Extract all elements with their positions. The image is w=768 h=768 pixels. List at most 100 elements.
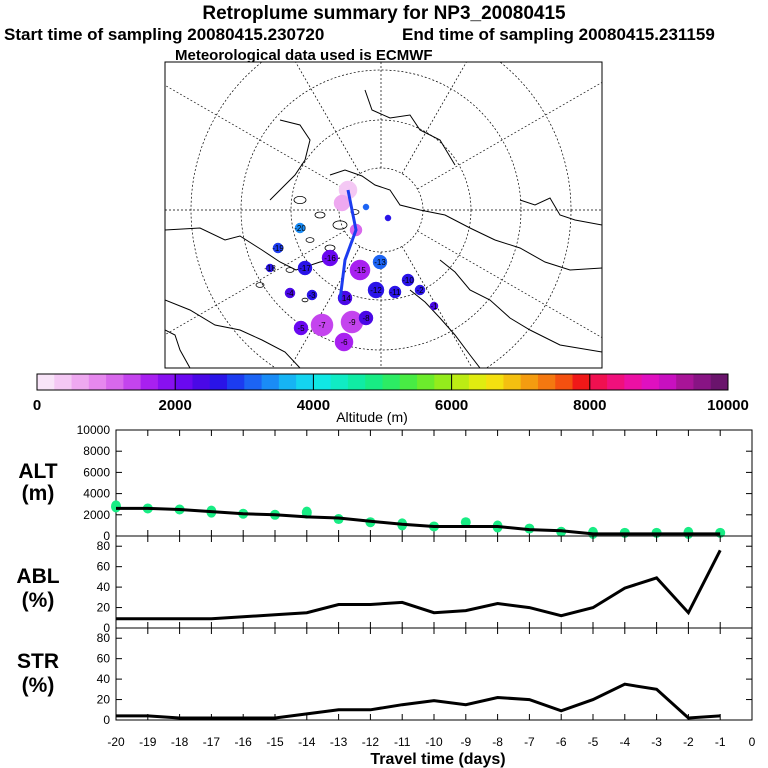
- colorbar-swatch: [37, 374, 55, 390]
- coastline: [165, 299, 301, 368]
- plume-day-label: -1: [430, 302, 438, 311]
- colorbar-swatch: [676, 374, 694, 390]
- colorbar-tick-label: 2000: [159, 397, 192, 414]
- plume-day-label: -6: [340, 338, 348, 347]
- colorbar-swatch: [399, 374, 418, 390]
- colorbar-swatch: [693, 374, 712, 390]
- alt-panel-frame: [115, 429, 753, 537]
- plume-day-label: -17: [299, 264, 311, 273]
- coastline: [165, 227, 341, 271]
- plume-day-label: -16: [324, 254, 336, 263]
- plume-point: [358, 310, 374, 326]
- colorbar-swatch: [330, 374, 349, 390]
- altitude-colorbar: 0 2000 4000 6000 8000 10000: [33, 373, 749, 414]
- coastline: [439, 259, 602, 353]
- plume-point: [293, 320, 309, 336]
- plume-day-label: -13: [374, 258, 386, 267]
- island-outline: [314, 211, 326, 219]
- str-ytick-label: 60: [97, 652, 111, 666]
- alt-ytick-label: 10000: [77, 423, 111, 437]
- colorbar-swatch: [589, 374, 608, 390]
- start-time-label: Start time of sampling 20080415.230720: [4, 25, 325, 44]
- colorbar-swatch: [451, 374, 470, 390]
- plume-point: [384, 214, 392, 222]
- abl-series-line: [116, 549, 722, 621]
- abl-ytick-label: 0: [103, 621, 110, 635]
- plume-point: [372, 254, 388, 270]
- colorbar-tick-label: 8000: [573, 397, 606, 414]
- island-outline: [293, 195, 307, 204]
- x-axis-label: Travel time (days): [370, 751, 505, 768]
- x-tick-label: -20: [107, 735, 125, 749]
- x-tick-label: -2: [683, 735, 694, 749]
- colorbar-swatch: [503, 374, 522, 390]
- x-tick-label: -3: [651, 735, 662, 749]
- plume-day-label: -8: [362, 314, 370, 323]
- x-tick-label: -18: [171, 735, 189, 749]
- plume-day-label: -10: [402, 276, 414, 285]
- x-tick-label: -13: [330, 735, 348, 749]
- plume-day-label: -2: [416, 286, 424, 295]
- plume-point: [362, 203, 370, 211]
- plume-point: [414, 284, 426, 296]
- colorbar-swatch: [54, 374, 73, 390]
- plume-point: [401, 273, 415, 287]
- alt-marker: [111, 500, 121, 513]
- colorbar-swatch: [192, 374, 211, 390]
- x-tick-label: -5: [588, 735, 599, 749]
- plume-point: [321, 249, 339, 267]
- plume-day-label: -9: [348, 318, 356, 327]
- coastline: [364, 89, 456, 166]
- colorbar-swatch: [106, 374, 124, 390]
- colorbar-swatch: [468, 374, 487, 390]
- alt-ytick-label: 6000: [83, 465, 110, 479]
- str-ylabel-top: STR: [17, 650, 59, 673]
- colorbar-swatch: [209, 374, 228, 390]
- plume-point: [272, 242, 284, 254]
- colorbar-swatch: [313, 374, 332, 390]
- end-time-label: End time of sampling 20080415.231159: [402, 25, 715, 44]
- plume-point: [429, 301, 439, 311]
- x-tick-label: -6: [556, 735, 567, 749]
- coastline: [329, 169, 496, 241]
- colorbar-swatch: [175, 374, 193, 390]
- colorbar-swatch: [71, 374, 90, 390]
- island-outline: [255, 282, 265, 288]
- colorbar-swatch: [261, 374, 280, 390]
- str-ytick-label: 0: [103, 713, 110, 727]
- abl-ylabel-top: ABL: [16, 565, 59, 588]
- str-panel-frame: [115, 627, 753, 721]
- coastline: [269, 119, 311, 201]
- colorbar-tick-label: 6000: [435, 397, 468, 414]
- x-tick-label: -15: [266, 735, 284, 749]
- plume-day-label: -20: [294, 224, 306, 233]
- alt-ylabel-bottom: (m): [22, 482, 55, 505]
- colorbar-label: Altitude (m): [336, 409, 408, 425]
- colorbar-swatch: [572, 374, 591, 390]
- x-tick-label: -19: [139, 735, 157, 749]
- x-tick-label: -4: [619, 735, 630, 749]
- colorbar-swatch: [624, 374, 643, 390]
- colorbar-frame: [36, 373, 729, 391]
- alt-ytick-label: 0: [103, 529, 110, 543]
- str-ytick-label: 40: [97, 672, 111, 686]
- alt-ytick-label: 4000: [83, 487, 110, 501]
- alt-ytick-label: 2000: [83, 508, 110, 522]
- x-tick-label: -17: [203, 735, 221, 749]
- x-tick-label: -7: [524, 735, 535, 749]
- colorbar-swatch: [641, 374, 660, 390]
- x-tick-label: -1: [715, 735, 726, 749]
- colorbar-swatch: [244, 374, 263, 390]
- colorbar-swatch: [88, 374, 107, 390]
- plume-day-label: -15: [354, 266, 366, 275]
- island-outline: [332, 220, 348, 230]
- plume-point: [388, 285, 402, 299]
- x-tick-label: -14: [298, 735, 316, 749]
- x-tick-label: 0: [749, 735, 756, 749]
- plume-day-label: -3: [308, 291, 316, 300]
- plume-day-label: -11: [390, 288, 402, 297]
- abl-ylabel-bottom: (%): [22, 589, 55, 612]
- colorbar-swatch: [382, 374, 401, 390]
- plume-point: [306, 289, 318, 301]
